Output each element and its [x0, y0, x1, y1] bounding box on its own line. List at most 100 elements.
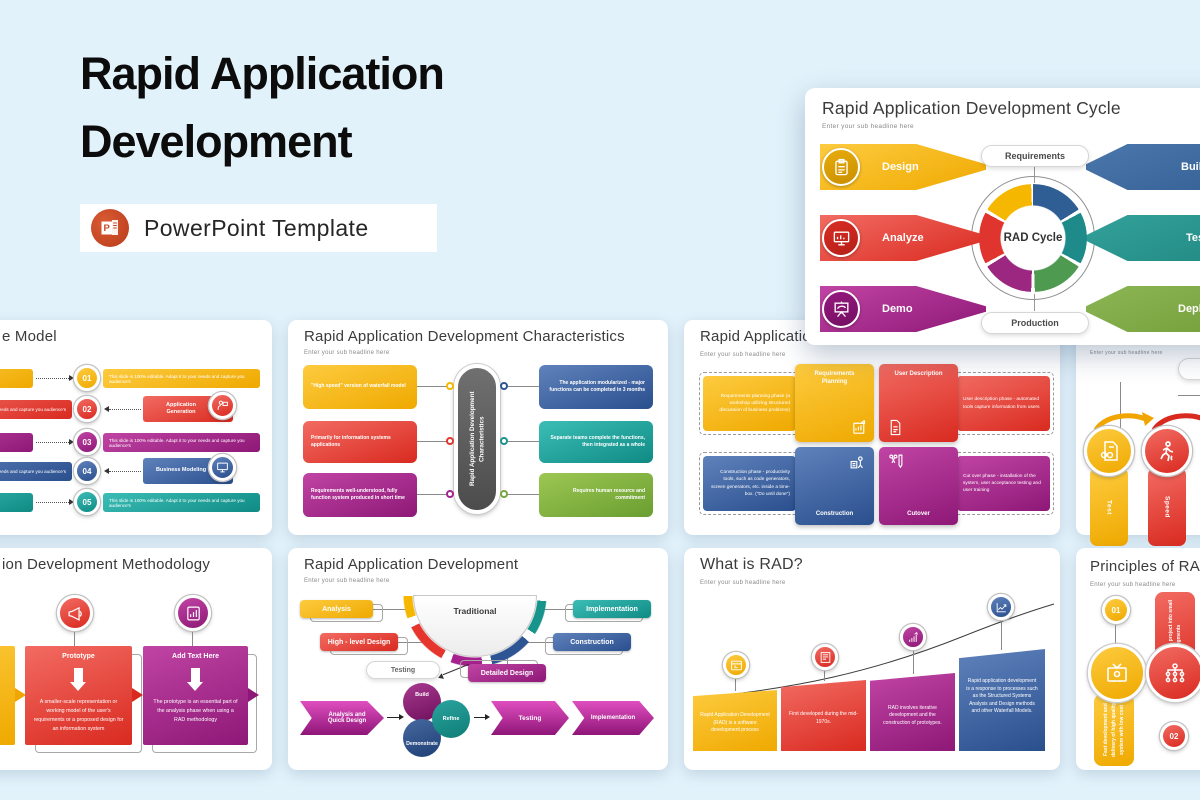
dotted-connector	[109, 409, 141, 410]
scissors-pen-icon	[889, 454, 903, 469]
construction-icon	[850, 456, 863, 469]
runner-icon	[1142, 426, 1192, 476]
connector-line	[417, 386, 454, 387]
banner-label: Test	[1186, 232, 1200, 244]
slide-thumb-test-speed[interactable]: Enter your sub headline here Test Speed	[1076, 320, 1200, 546]
stem-line	[735, 678, 736, 691]
growth-bars-icon	[900, 624, 926, 650]
flow-arrow	[15, 688, 26, 702]
down-arrow	[74, 668, 83, 682]
rad-step-block: RAD involves iterative development and t…	[870, 673, 955, 751]
rad-cycle-label: RAD Cycle	[1003, 232, 1063, 244]
slide-thumb-characteristics[interactable]: Rapid Application Development Characteri…	[288, 320, 668, 535]
slide-thumb-what-is-rad[interactable]: What is RAD? Enter your sub headline her…	[684, 548, 1060, 770]
tv-icon	[1088, 644, 1146, 702]
slide-thumb-phases[interactable]: Rapid Application Development Enter your…	[684, 320, 1060, 535]
banner-label: Analyze	[882, 232, 924, 244]
slide-thumb-rad[interactable]: Rapid Application Development Enter your…	[288, 548, 668, 770]
production-pill: Production	[981, 312, 1089, 334]
tag-high-level-design: High - level Design	[320, 633, 398, 651]
characteristic-box: Separate teams complete the functions, t…	[539, 421, 653, 463]
cut-bar	[0, 493, 33, 512]
connector-line	[1034, 294, 1035, 311]
node-dot	[446, 437, 454, 445]
flow-arrow	[248, 688, 259, 702]
clipboard-icon	[822, 148, 860, 186]
step-bar: This slide is 100% editable. Adapt it to…	[103, 369, 260, 388]
principle-pill: Fast development and delivery of high qu…	[1094, 694, 1134, 766]
slide-subheadline: Enter your sub headline here	[700, 352, 786, 358]
connector-line	[74, 632, 75, 646]
tag-implementation: Implementation	[573, 600, 651, 618]
slide-title: What is RAD?	[700, 556, 803, 573]
slide-thumb-methodology[interactable]: ion Development Methodology Prototype A …	[0, 548, 272, 770]
connector-line	[501, 441, 539, 442]
connector-line	[417, 441, 454, 442]
connector-line	[1034, 167, 1035, 183]
method-box: Add Text Here The prototype is an essent…	[143, 646, 248, 745]
flow-chevron-testing: Testing	[491, 701, 569, 735]
powerpoint-badge: P PowerPoint Template	[80, 204, 437, 252]
method-box-label: Prototype	[62, 653, 95, 660]
phase-desc-box: Cut over phase - installation of the sys…	[953, 452, 1054, 515]
slide-title-fragment: e Model	[2, 328, 57, 345]
banner-label: Demo	[882, 303, 913, 315]
banner-test: Test	[1086, 215, 1200, 261]
curved-arrow-yellow	[1093, 412, 1154, 432]
slide-large-rad-cycle[interactable]: Rapid Application Development Cycle Ente…	[805, 88, 1200, 345]
slide-thumb-principles[interactable]: Principles of RAD Enter your sub headlin…	[1076, 548, 1200, 770]
connector-line	[501, 494, 539, 495]
banner-build: Build	[1086, 144, 1200, 190]
method-box-label: Add Text Here	[172, 653, 219, 660]
phase-desc-box: User description phase - automated tools…	[953, 372, 1054, 435]
growth-curve	[695, 603, 1055, 699]
method-box-desc: The prototype is an essential part of th…	[153, 699, 238, 723]
arrowhead	[104, 468, 109, 474]
label-pill	[1178, 358, 1200, 380]
principle-number-circle: 01	[1102, 596, 1130, 624]
hierarchy-icon	[1146, 644, 1200, 702]
arrow-line	[387, 717, 401, 718]
characteristic-box: The application modularized - major func…	[539, 365, 653, 409]
down-arrow-head	[70, 682, 86, 691]
monitor-chart-icon	[822, 219, 860, 257]
dotted-connector	[36, 502, 69, 503]
center-capsule: Rapid Application Development Characteri…	[454, 364, 500, 514]
person-presenting-icon	[209, 392, 236, 419]
slide-title: Rapid Application Development Cycle	[822, 98, 1121, 118]
slide-subheadline: Enter your sub headline here	[304, 350, 390, 356]
flow-arrow	[132, 688, 143, 702]
quadrant-block: Requirements Planning	[795, 364, 874, 442]
cut-bar	[0, 369, 33, 388]
phase-desc-box: Construction phase - productivity tools,…	[699, 452, 800, 515]
connector-line	[1178, 395, 1200, 396]
step-label: Business Modeling	[155, 467, 207, 474]
flow-chevron-start: Analysis and Quick Design	[300, 701, 384, 735]
node-dot	[446, 490, 454, 498]
slide-title: Rapid Application Development	[304, 556, 519, 573]
tag-testing: Testing	[366, 661, 440, 679]
quadrant-block: Cutover	[879, 447, 958, 525]
document-icon	[890, 419, 901, 436]
gear-doc-icon	[1084, 426, 1134, 476]
arrowhead	[69, 375, 74, 381]
easel-icon	[822, 290, 860, 328]
connector-line	[417, 494, 454, 495]
megaphone-icon	[57, 595, 93, 631]
speed-pill: Speed	[1148, 468, 1186, 546]
step-number-circle: 02	[74, 396, 100, 422]
slide-thumb-phase-model[interactable]: e Model 01 This slide is 100% editable. …	[0, 320, 272, 535]
phase-desc-box: Requirements planning phase (a workshop …	[699, 372, 800, 435]
capsule-label: Rapid Application Development Characteri…	[468, 391, 485, 487]
method-box-desc: A smaller-scale representation or workin…	[33, 699, 124, 732]
stem-line	[1001, 620, 1002, 650]
quadrant-block: User Description	[879, 364, 958, 442]
characteristic-box: Requirements well-understood, fully func…	[303, 473, 417, 517]
connector-line	[1120, 382, 1121, 430]
step-bar: This slide is 100% editable. Adapt it to…	[103, 493, 260, 512]
step-number-circle: 04	[74, 458, 100, 484]
line-chart-icon	[988, 594, 1014, 620]
svg-text:P: P	[104, 223, 111, 234]
slide-subheadline: Enter your sub headline here	[700, 580, 786, 586]
rad-step-block: First developed during the mid-1970s.	[781, 680, 866, 751]
